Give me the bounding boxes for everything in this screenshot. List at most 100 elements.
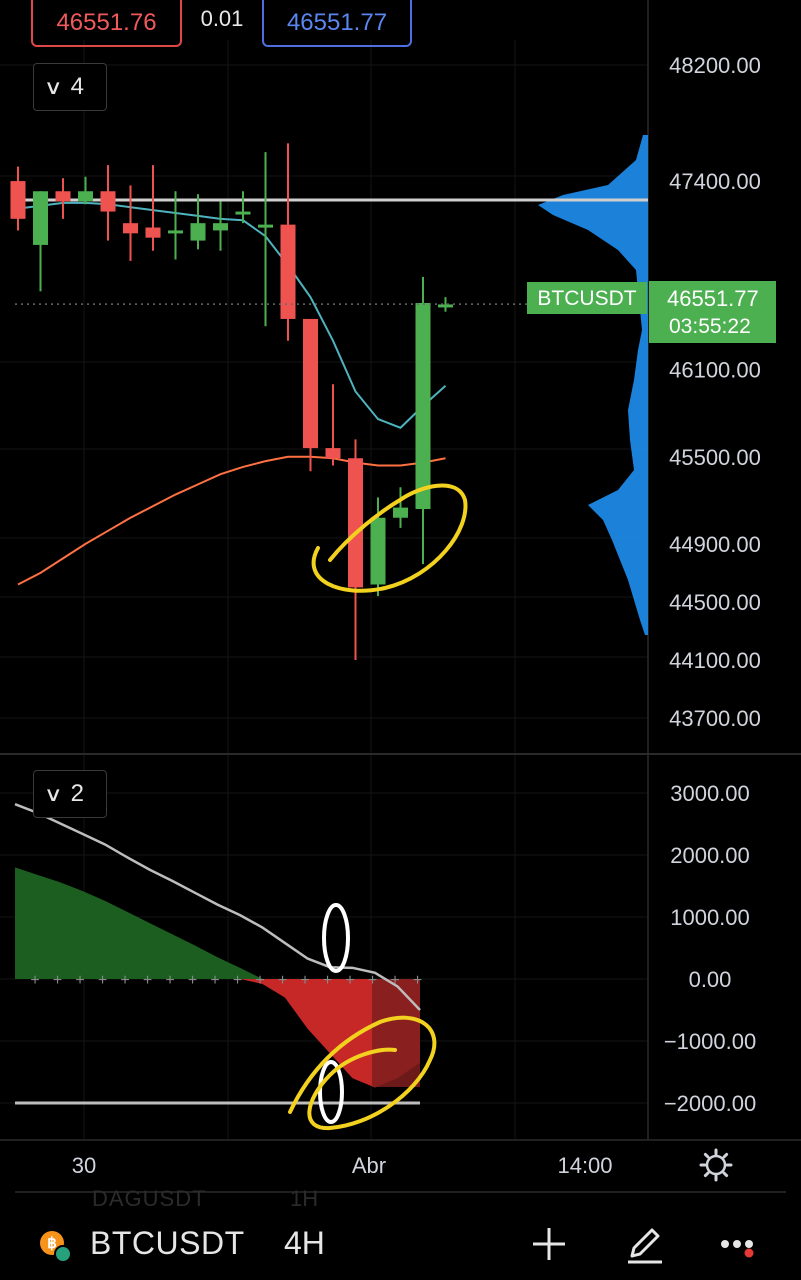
candle-body: [415, 302, 431, 510]
more-icon[interactable]: [717, 1222, 761, 1266]
indicator-tick-label: 3000.00: [670, 781, 750, 806]
zero-marker: +: [188, 972, 197, 989]
symbol-badge-bg: [527, 282, 647, 314]
zero-marker: +: [30, 972, 39, 989]
candle-body: [280, 224, 296, 319]
indicator-line-path: [14, 802, 421, 1011]
white-zero-annotation: [322, 903, 350, 973]
indicator-histogram: [15, 867, 420, 1088]
zero-marker: +: [413, 972, 422, 989]
time-label: Abr: [352, 1153, 386, 1178]
indicator-tick-label: 0.00: [689, 967, 732, 992]
volume-profile: [538, 135, 648, 635]
candle-body: [258, 224, 273, 228]
candle-body: [348, 458, 363, 588]
indicator-tick-label: 1000.00: [670, 905, 750, 930]
indicator-tick-label: −2000.00: [664, 1091, 756, 1116]
ema-fast-line: [17, 201, 447, 429]
zero-marker: +: [390, 972, 399, 989]
indicator-tick-label: −1000.00: [664, 1029, 756, 1054]
zero-marker: +: [233, 972, 242, 989]
price-tick-label: 45500.00: [669, 445, 761, 470]
symbol-badge-text: BTCUSDT: [537, 287, 636, 310]
price-tick-label: 44100.00: [669, 648, 761, 673]
zero-marker: +: [300, 972, 309, 989]
zero-marker: +: [120, 972, 129, 989]
indicator-count: 2: [70, 780, 84, 807]
pen-icon[interactable]: [622, 1222, 666, 1266]
zero-marker: +: [210, 972, 219, 989]
candle-body: [393, 507, 408, 518]
zero-marker: +: [98, 972, 107, 989]
svg-text:฿: ฿: [47, 1235, 57, 1252]
chevron-down-icon: ∨: [43, 76, 63, 99]
spread-value: 0.01: [200, 6, 244, 31]
ema-fast-path: [17, 201, 447, 429]
indicator-pane-collapse-button[interactable]: ∨ 2: [33, 770, 107, 818]
indicator-tick-label: 2000.00: [670, 843, 750, 868]
interval-selector[interactable]: 4H: [284, 1225, 325, 1261]
last-price-badge-bg: [649, 281, 776, 343]
ghost-interval-text: 1H: [290, 1186, 319, 1211]
candle-body: [33, 191, 48, 245]
sell-price-box[interactable]: 46551.76: [31, 0, 182, 47]
bid-price: 46551.76: [56, 8, 157, 36]
buy-price-box[interactable]: 46551.77: [262, 0, 412, 47]
symbol-price-badge: BTCUSDT 46551.77 03:55:22: [527, 281, 776, 343]
candle-body: [10, 181, 26, 219]
last-price-text: 46551.77: [667, 286, 759, 311]
ema-slow-path: [17, 455, 446, 586]
candle-body: [370, 517, 386, 585]
yellow-circle-annotation: [311, 483, 468, 593]
candle-body: [325, 448, 341, 459]
countdown-text: 03:55:22: [669, 315, 751, 338]
indicator-count: 4: [70, 73, 84, 100]
zero-marker: +: [323, 972, 332, 989]
candle-body: [438, 304, 453, 308]
main-pane-collapse-button[interactable]: ∨ 4: [33, 63, 107, 111]
zero-line-markers: + + + + + + + + + + + + + + + + + +: [30, 972, 422, 989]
candle-body: [145, 227, 161, 238]
candle-body: [78, 191, 93, 202]
candle-body: [303, 318, 318, 449]
candle-body: [235, 211, 251, 215]
candle-body: [123, 223, 138, 234]
price-axis[interactable]: 48200.00 47400.00 46100.00 45500.00 44900.00…: [669, 53, 761, 731]
positive-histogram: [15, 867, 263, 979]
price-tick-label: 48200.00: [669, 53, 761, 78]
ema-slow-line: [17, 455, 446, 586]
price-tick-label: 44900.00: [669, 532, 761, 557]
candle-body: [213, 223, 228, 231]
candle-body: [190, 223, 206, 241]
candles: [10, 143, 453, 660]
price-tick-label: 44500.00: [669, 590, 761, 615]
chevron-down-icon: ∨: [43, 783, 63, 806]
zero-marker: +: [165, 972, 174, 989]
settings-icon[interactable]: [699, 1148, 733, 1182]
symbol-selector[interactable]: BTCUSDT: [90, 1225, 245, 1261]
price-tick-label: 47400.00: [669, 169, 761, 194]
candle-body: [168, 230, 183, 234]
candle-body: [55, 191, 71, 202]
ask-price: 46551.77: [286, 8, 388, 36]
zero-marker: +: [75, 972, 84, 989]
histogram-shade: [372, 979, 420, 1087]
zero-marker: +: [53, 972, 62, 989]
price-tick-label: 46100.00: [669, 358, 761, 383]
volume-profile-shape: [538, 135, 648, 635]
price-tick-label: 43700.00: [669, 706, 761, 731]
bitcoin-icon: ฿: [40, 1231, 72, 1263]
plus-icon[interactable]: [527, 1222, 571, 1266]
time-label: 30: [72, 1153, 96, 1178]
white-zero-annotation: [318, 1060, 344, 1124]
indicator-line: [14, 802, 421, 1011]
ghost-symbol-text: DAGUSDT: [92, 1186, 207, 1211]
zero-marker: +: [255, 972, 264, 989]
zero-marker: +: [345, 972, 354, 989]
zero-marker: +: [278, 972, 287, 989]
yellow-circle-annotation: [288, 1015, 437, 1131]
zero-marker: +: [368, 972, 377, 989]
candle-body: [100, 191, 116, 212]
indicator-axis[interactable]: 3000.00 2000.00 1000.00 0.00 −1000.00 −2000.0…: [664, 781, 756, 1116]
